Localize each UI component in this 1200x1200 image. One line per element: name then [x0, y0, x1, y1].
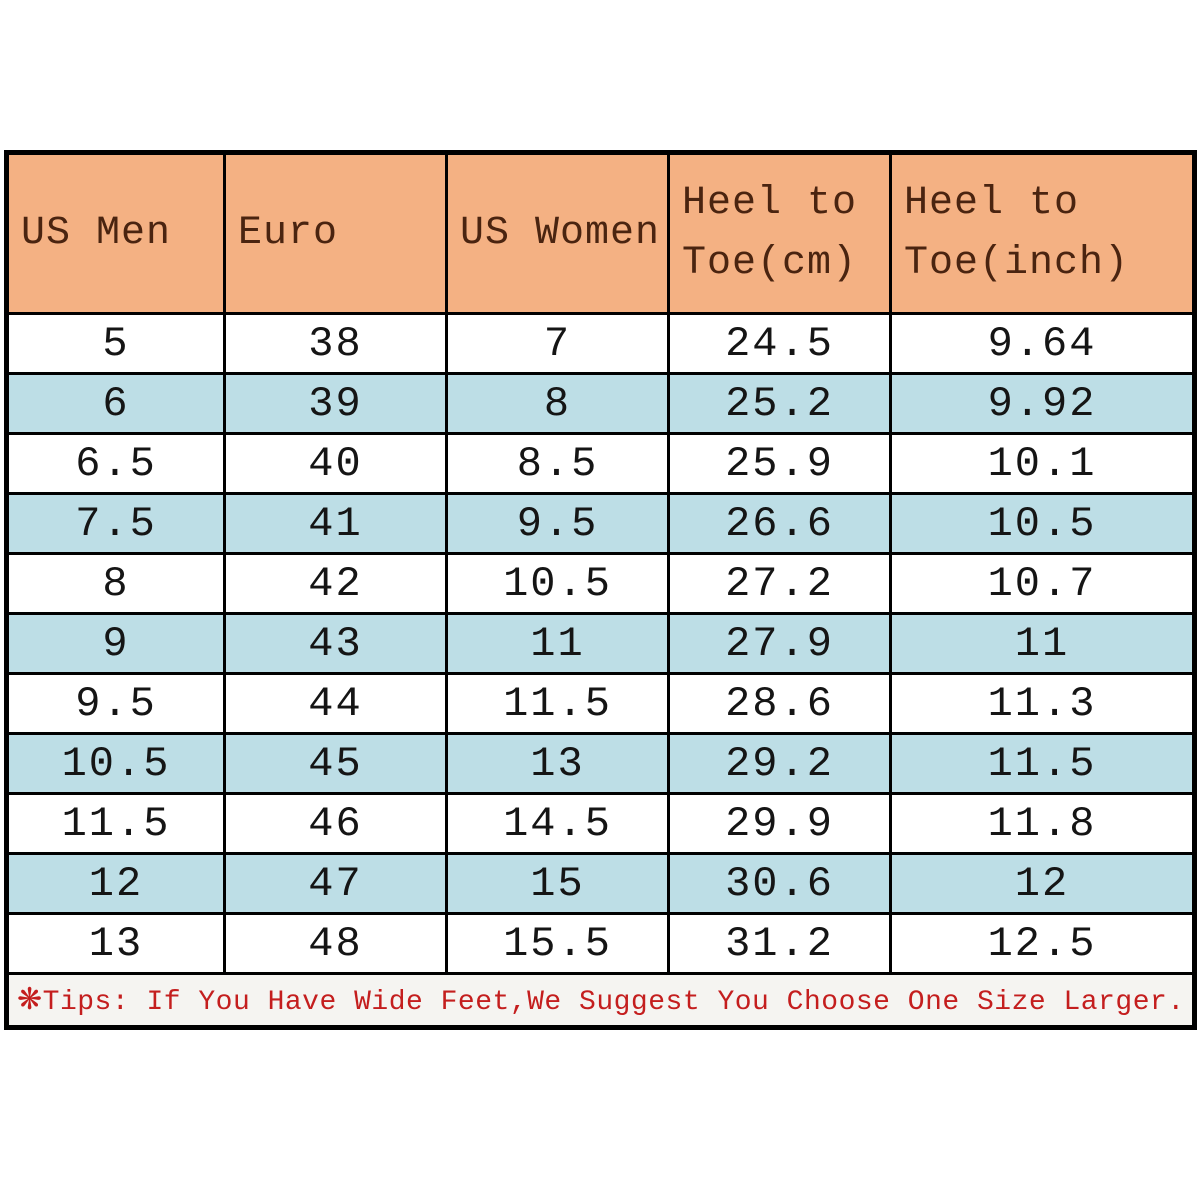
- size-row: 6 39 8 25.2 9.92: [5, 372, 1196, 435]
- us-women-cell: 11.5: [445, 672, 670, 735]
- us-men-cell: 6: [5, 372, 226, 435]
- size-row: 6.5 40 8.5 25.9 10.1: [5, 432, 1196, 495]
- heel-cm-cell: 29.9: [667, 792, 892, 855]
- column-header-euro: Euro: [223, 151, 448, 315]
- us-men-cell: 7.5: [5, 492, 226, 555]
- us-men-cell: 8: [5, 552, 226, 615]
- us-women-cell: 13: [445, 732, 670, 795]
- asterisk-flower-icon: ❋: [17, 982, 43, 1017]
- tip-text: Tips: If You Have Wide Feet,We Suggest Y…: [42, 987, 1185, 1018]
- header-row: US Men Euro US Women Heel to Toe(cm) Hee…: [5, 151, 1196, 315]
- heel-inch-cell: 11: [889, 612, 1196, 675]
- heel-inch-cell: 10.5: [889, 492, 1196, 555]
- us-men-cell: 11.5: [5, 792, 226, 855]
- size-row: 13 48 15.5 31.2 12.5: [5, 912, 1196, 975]
- heel-cm-cell: 24.5: [667, 312, 892, 375]
- column-header-heel-cm: Heel to Toe(cm): [667, 151, 892, 315]
- us-men-cell: 10.5: [5, 732, 226, 795]
- euro-cell: 41: [223, 492, 448, 555]
- euro-cell: 43: [223, 612, 448, 675]
- column-header-heel-inch: Heel to Toe(inch): [889, 151, 1196, 315]
- size-row: 8 42 10.5 27.2 10.7: [5, 552, 1196, 615]
- us-women-cell: 8: [445, 372, 670, 435]
- us-men-cell: 12: [5, 852, 226, 915]
- us-women-cell: 15.5: [445, 912, 670, 975]
- column-header-us-women: US Women: [445, 151, 670, 315]
- heel-cm-cell: 31.2: [667, 912, 892, 975]
- size-row: 12 47 15 30.6 12: [5, 852, 1196, 915]
- us-men-cell: 6.5: [5, 432, 226, 495]
- column-header-us-men: US Men: [5, 151, 226, 315]
- heel-cm-cell: 29.2: [667, 732, 892, 795]
- heel-cm-cell: 26.6: [667, 492, 892, 555]
- euro-cell: 45: [223, 732, 448, 795]
- euro-cell: 47: [223, 852, 448, 915]
- size-row: 7.5 41 9.5 26.6 10.5: [5, 492, 1196, 555]
- size-row: 9.5 44 11.5 28.6 11.3: [5, 672, 1196, 735]
- us-women-cell: 8.5: [445, 432, 670, 495]
- euro-cell: 39: [223, 372, 448, 435]
- heel-cm-cell: 27.9: [667, 612, 892, 675]
- size-row: 9 43 11 27.9 11: [5, 612, 1196, 675]
- us-women-cell: 7: [445, 312, 670, 375]
- size-row: 10.5 45 13 29.2 11.5: [5, 732, 1196, 795]
- us-men-cell: 9.5: [5, 672, 226, 735]
- us-women-cell: 9.5: [445, 492, 670, 555]
- heel-inch-cell: 10.1: [889, 432, 1196, 495]
- euro-cell: 44: [223, 672, 448, 735]
- us-men-cell: 5: [5, 312, 226, 375]
- euro-cell: 42: [223, 552, 448, 615]
- us-women-cell: 15: [445, 852, 670, 915]
- heel-cm-cell: 27.2: [667, 552, 892, 615]
- euro-cell: 40: [223, 432, 448, 495]
- heel-inch-cell: 12.5: [889, 912, 1196, 975]
- heel-inch-cell: 9.92: [889, 372, 1196, 435]
- euro-cell: 48: [223, 912, 448, 975]
- heel-inch-cell: 11.5: [889, 732, 1196, 795]
- heel-cm-cell: 25.9: [667, 432, 892, 495]
- tip-row: ❋Tips: If You Have Wide Feet,We Suggest …: [5, 972, 1196, 1029]
- heel-cm-cell: 25.2: [667, 372, 892, 435]
- euro-cell: 46: [223, 792, 448, 855]
- table-body: 5 38 7 24.5 9.64 6 39 8 25.2 9.92 6.5 40…: [5, 312, 1196, 975]
- heel-cm-cell: 30.6: [667, 852, 892, 915]
- heel-inch-cell: 10.7: [889, 552, 1196, 615]
- us-men-cell: 13: [5, 912, 226, 975]
- us-men-cell: 9: [5, 612, 226, 675]
- size-row: 11.5 46 14.5 29.9 11.8: [5, 792, 1196, 855]
- us-women-cell: 14.5: [445, 792, 670, 855]
- size-row: 5 38 7 24.5 9.64: [5, 312, 1196, 375]
- us-women-cell: 10.5: [445, 552, 670, 615]
- tip-cell: ❋Tips: If You Have Wide Feet,We Suggest …: [5, 972, 1196, 1029]
- heel-inch-cell: 12: [889, 852, 1196, 915]
- heel-inch-cell: 11.3: [889, 672, 1196, 735]
- heel-inch-cell: 9.64: [889, 312, 1196, 375]
- heel-inch-cell: 11.8: [889, 792, 1196, 855]
- size-chart-table: US Men Euro US Women Heel to Toe(cm) Hee…: [4, 150, 1197, 1030]
- euro-cell: 38: [223, 312, 448, 375]
- us-women-cell: 11: [445, 612, 670, 675]
- heel-cm-cell: 28.6: [667, 672, 892, 735]
